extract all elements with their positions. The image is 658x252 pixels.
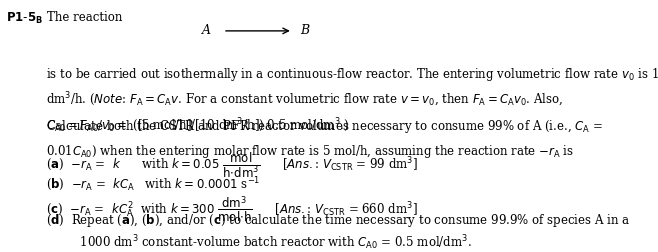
Text: The reaction: The reaction [47, 11, 122, 24]
Text: ($\mathbf{b}$)  $-r_{\rm A}$ =  $kC_{\rm A}$   with $k = 0.0001$ s$^{-1}$: ($\mathbf{b}$) $-r_{\rm A}$ = $kC_{\rm A… [46, 175, 261, 193]
Text: is to be carried out isothermally in a continuous-flow reactor. The entering vol: is to be carried out isothermally in a c… [46, 66, 658, 83]
Text: A: A [201, 24, 211, 37]
Text: ($\mathbf{d}$)  Repeat ($\mathbf{a}$), ($\mathbf{b}$), and/or ($\mathbf{c}$) to : ($\mathbf{d}$) Repeat ($\mathbf{a}$), ($… [46, 212, 630, 229]
Text: $\mathbf{P1\text{-}5_B}$: $\mathbf{P1\text{-}5_B}$ [7, 11, 43, 26]
Text: 1000 dm$^3$ constant-volume batch reactor with $C_{\rm A0}$ = 0.5 mol/dm$^3$.: 1000 dm$^3$ constant-volume batch reacto… [46, 233, 472, 252]
Text: B: B [300, 24, 309, 37]
Text: 0.01$C_{\rm A0}$) when the entering molar flow rate is 5 mol/h, assuming the rea: 0.01$C_{\rm A0}$) when the entering mola… [46, 143, 574, 161]
Text: ($\mathbf{a}$)  $-r_{\rm A}$ =  $k$      with $k = 0.05$ $\dfrac{\rm mol}{\rm h{: ($\mathbf{a}$) $-r_{\rm A}$ = $k$ with $… [46, 151, 418, 180]
Text: Calculate both the CSTR and PFR reactor volumes necessary to consume 99% of A (i: Calculate both the CSTR and PFR reactor … [46, 118, 603, 135]
Text: dm$^3$/h. ($\it{Note}$: $F_{\rm A} = C_{\rm A}v$. For a constant volumetric flow: dm$^3$/h. ($\it{Note}$: $F_{\rm A} = C_{… [46, 91, 563, 109]
Text: $C_{\rm A0} = F_{\rm A0}/v_0 = $ ([5 mol/h]/[10 dm$^3$/h]) 0.5 mol/dm$^3$.): $C_{\rm A0} = F_{\rm A0}/v_0 = $ ([5 mol… [46, 116, 349, 134]
Text: ($\mathbf{c}$)  $-r_{\rm A}$ =  $kC_{\rm A}^2$  with $k = 300$ $\dfrac{\rm dm^3}: ($\mathbf{c}$) $-r_{\rm A}$ = $kC_{\rm A… [46, 195, 418, 225]
